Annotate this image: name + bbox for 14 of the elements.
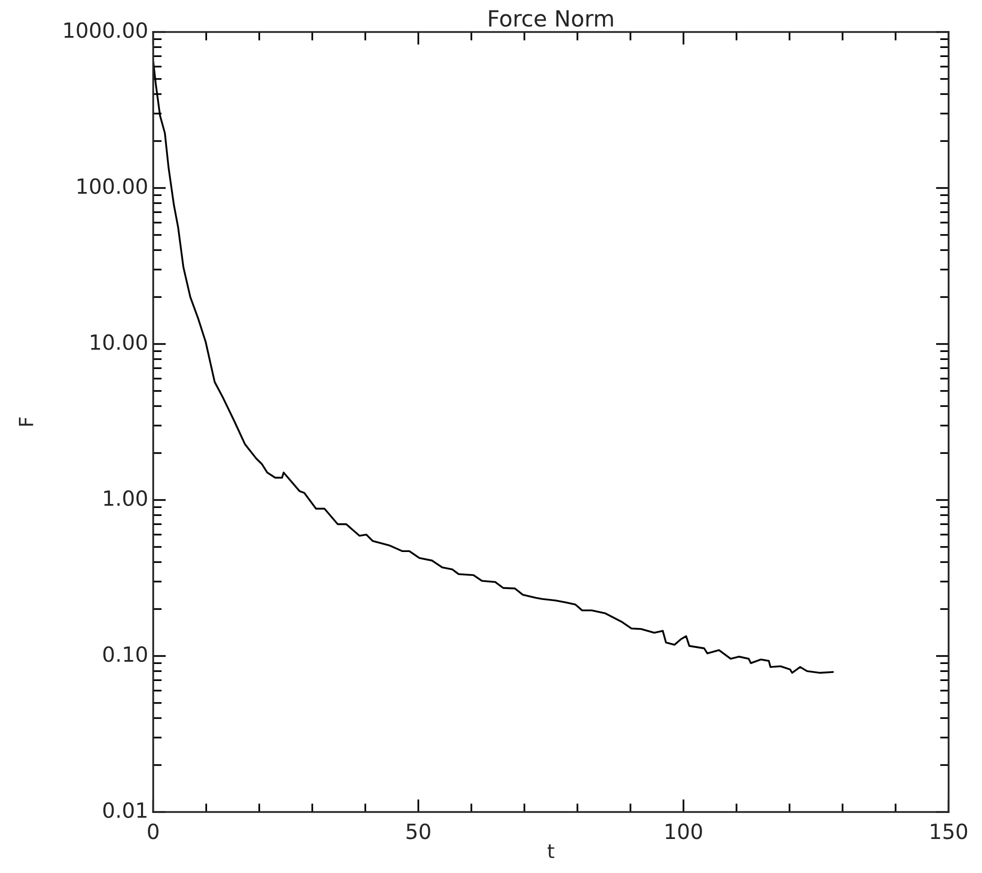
chart-title: Force Norm (489, 10, 613, 27)
y-tick-label: 0.01 (103, 802, 146, 818)
y-tick-label: 10.00 (90, 334, 147, 350)
y-tick-label: 1.00 (104, 490, 147, 506)
x-axis-title: t (548, 844, 554, 858)
y-axis-title: F (18, 418, 34, 426)
line-series (153, 60, 834, 674)
x-tick-label: 50 (406, 823, 430, 840)
x-tick-label: 100 (666, 823, 702, 840)
y-tick-label: 0.10 (103, 646, 147, 662)
x-tick-label: 0 (148, 823, 158, 840)
x-tick-label: 150 (931, 823, 968, 840)
y-tick-label: 1000.00 (64, 22, 147, 38)
y-tick-label: 100.00 (78, 178, 147, 194)
